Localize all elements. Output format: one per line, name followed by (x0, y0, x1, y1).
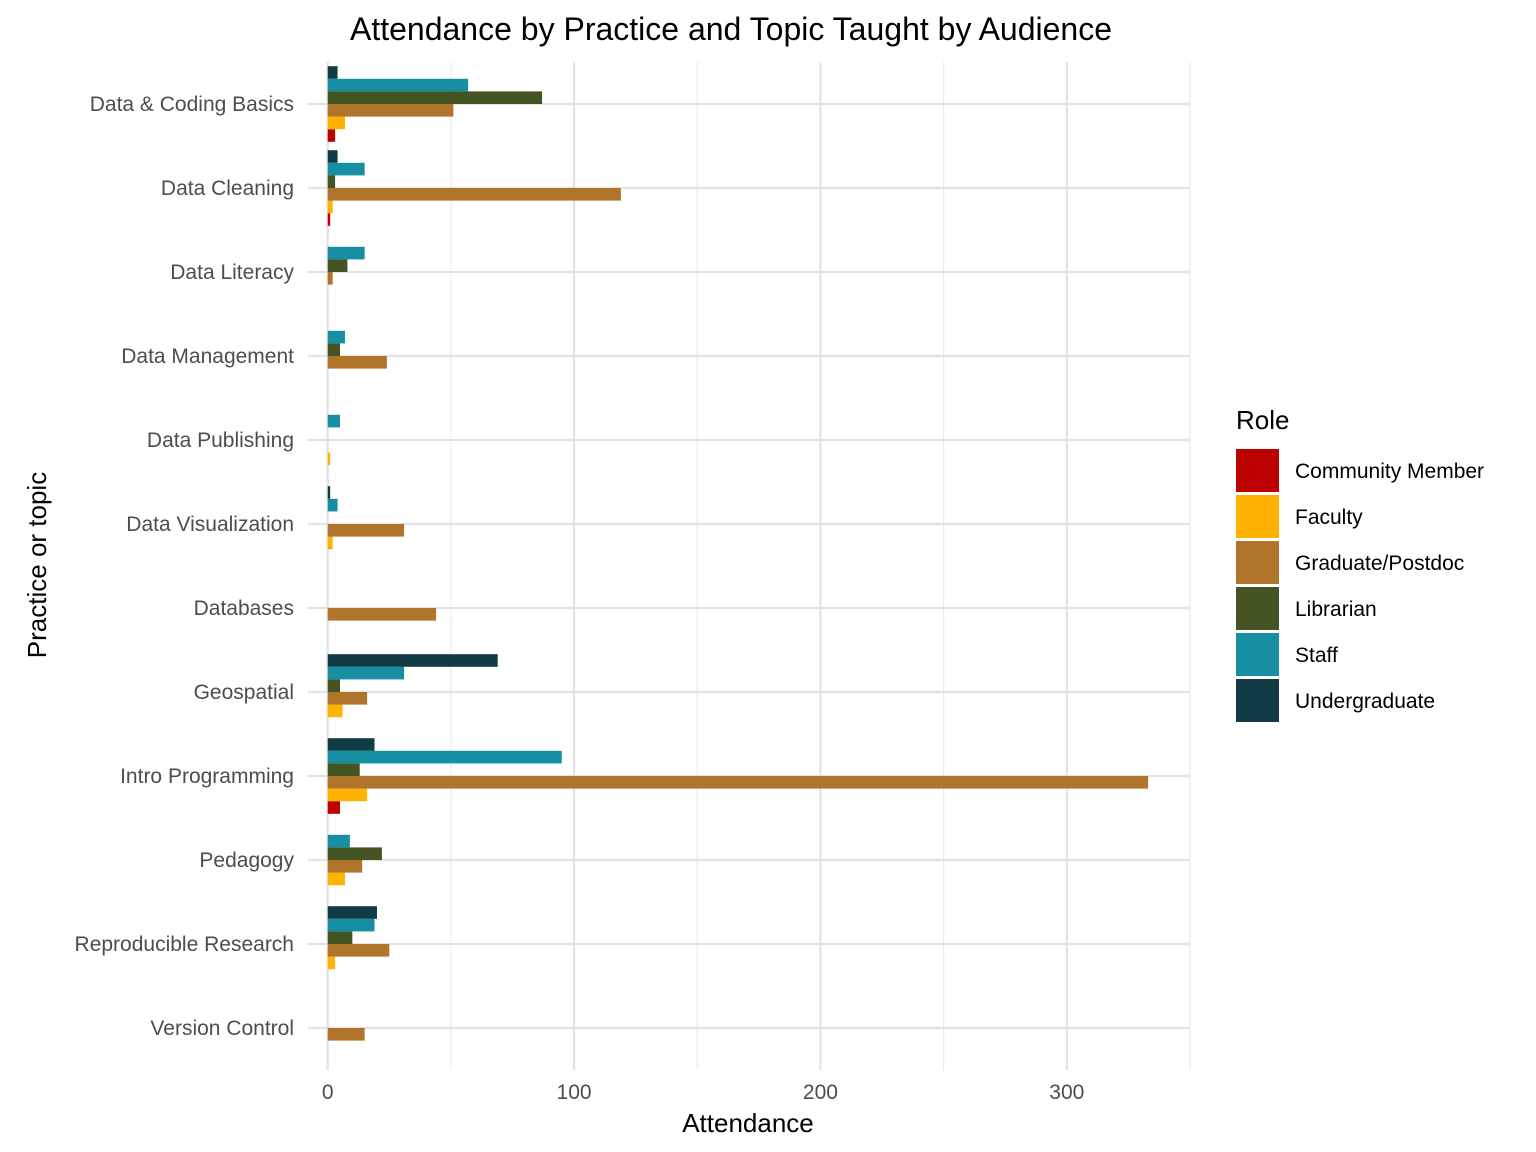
bar (327, 200, 333, 214)
legend-item: Graduate/Postdoc (1236, 541, 1464, 584)
legend-swatch (1236, 587, 1279, 630)
bar (327, 78, 469, 92)
bar (327, 704, 343, 718)
legend-label: Undergraduate (1295, 690, 1435, 713)
bar (327, 343, 341, 356)
x-tick-label: 300 (1049, 1081, 1084, 1104)
y-tick-labels: Version Control Reproducible Research Peda… (75, 93, 295, 1040)
y-tick-label: Data Visualization (126, 513, 294, 536)
bar (327, 750, 562, 764)
bar (327, 801, 341, 814)
bar (327, 330, 345, 344)
y-axis-title: Practice or topic (22, 472, 52, 658)
bar (327, 1028, 365, 1041)
bar (327, 776, 1149, 789)
bar (327, 175, 336, 188)
legend-label: Community Member (1295, 460, 1484, 483)
legend-items: Community Member Faculty Graduate/Postdoc L… (1236, 449, 1484, 722)
gridlines (308, 62, 1191, 1070)
y-tick-label: Data Publishing (147, 429, 294, 452)
bar (327, 246, 365, 260)
x-axis-title: Attendance (682, 1108, 814, 1138)
y-tick-label: Data Literacy (170, 261, 294, 284)
bar (327, 91, 543, 104)
bar (327, 150, 338, 163)
bar (327, 66, 338, 79)
bar (327, 860, 363, 873)
bar (327, 666, 405, 680)
bar (327, 834, 350, 848)
bar (327, 931, 353, 944)
y-tick-label: Intro Programming (120, 765, 294, 788)
bar (327, 944, 390, 957)
legend-label: Librarian (1295, 598, 1377, 621)
bar (327, 847, 382, 860)
bar (327, 918, 375, 932)
y-tick-label: Data Management (121, 345, 294, 368)
y-tick-label: Version Control (150, 1017, 294, 1040)
bar (327, 356, 387, 369)
bar (327, 486, 331, 499)
bar (327, 272, 333, 285)
bar (327, 738, 375, 751)
bar (327, 524, 405, 537)
bar (327, 259, 348, 272)
y-tick-label: Pedagogy (199, 849, 294, 872)
bars (327, 66, 1149, 1041)
legend-swatch (1236, 449, 1279, 492)
y-tick-label: Data & Coding Basics (90, 93, 294, 116)
bar (327, 213, 331, 226)
legend-label: Graduate/Postdoc (1295, 552, 1464, 575)
bar (327, 906, 377, 919)
legend-item: Staff (1236, 633, 1338, 676)
bar (327, 956, 336, 970)
bar (327, 116, 345, 130)
y-tick-label: Geospatial (194, 681, 294, 704)
bar (327, 162, 365, 176)
bar (327, 692, 368, 705)
x-tick-label: 0 (322, 1081, 334, 1104)
bar (327, 788, 368, 802)
legend-swatch (1236, 633, 1279, 676)
bar (327, 763, 360, 776)
bar (327, 129, 336, 142)
legend-item: Undergraduate (1236, 679, 1435, 722)
bar (327, 536, 333, 550)
legend: Role Community Member Faculty Graduate/Pos… (1236, 405, 1484, 722)
chart-title: Attendance by Practice and Topic Taught … (350, 11, 1112, 47)
bar (327, 104, 454, 117)
bar (327, 414, 341, 428)
bar (327, 452, 331, 466)
bar (327, 654, 498, 667)
y-tick-label: Databases (194, 597, 294, 620)
legend-label: Staff (1295, 644, 1338, 667)
legend-item: Faculty (1236, 495, 1363, 538)
y-tick-label: Data Cleaning (161, 177, 294, 200)
legend-title: Role (1236, 405, 1289, 435)
x-tick-label: 200 (803, 1081, 838, 1104)
bar (327, 498, 338, 512)
x-tick-labels: 0 100 200 300 (322, 1081, 1084, 1104)
legend-item: Community Member (1236, 449, 1484, 492)
bar (327, 608, 437, 621)
legend-label: Faculty (1295, 506, 1363, 529)
y-tick-label: Reproducible Research (75, 933, 294, 956)
plot-area: Version Control Reproducible Research Peda… (75, 62, 1191, 1104)
bar (327, 872, 345, 886)
legend-swatch (1236, 541, 1279, 584)
legend-swatch (1236, 495, 1279, 538)
bar (327, 188, 621, 201)
bar (327, 679, 341, 692)
legend-item: Librarian (1236, 587, 1377, 630)
legend-swatch (1236, 679, 1279, 722)
x-tick-label: 100 (557, 1081, 592, 1104)
